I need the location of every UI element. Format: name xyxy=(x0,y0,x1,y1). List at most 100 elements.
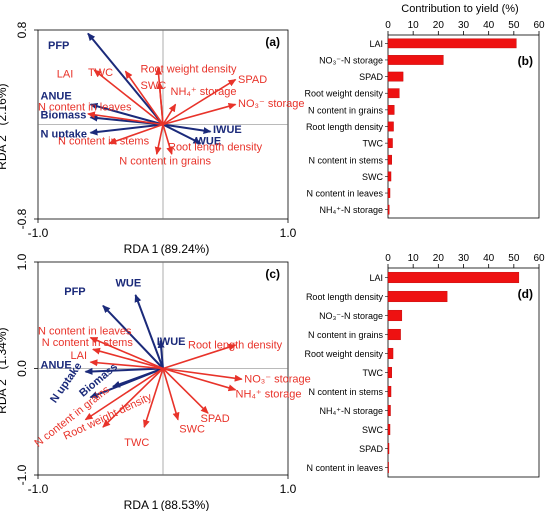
vector-label: N content in stems xyxy=(58,136,150,148)
x-axis-label: RDA 1 xyxy=(124,242,159,256)
vector-arrow xyxy=(162,123,202,145)
category-label: TWC xyxy=(363,139,384,149)
bar-root-weight-density xyxy=(387,347,394,360)
vector-label: PFP xyxy=(64,286,85,298)
y-axis-percent: (1.34%) xyxy=(0,327,9,369)
vector-arrow xyxy=(92,347,164,370)
x-tick-label: 50 xyxy=(508,253,520,264)
y-tick-label: 0.8 xyxy=(15,21,29,38)
vector-arrow xyxy=(143,368,164,429)
category-label: Root weight density xyxy=(304,89,383,99)
x-tick-label: 60 xyxy=(533,20,545,31)
contribution-bar-chart-d: 0 10 20 30 40 50 60 (d) LAI Root length density NO… xyxy=(304,253,545,478)
vector-arrow xyxy=(162,367,237,392)
vector-arrow xyxy=(93,69,164,126)
bar-root-length-density xyxy=(387,290,448,303)
vector-label: TWC xyxy=(88,67,113,79)
vector-label: NH₄⁺ storage xyxy=(236,388,302,400)
category-label: TWC xyxy=(363,368,384,378)
bar-n-content-in-leaves xyxy=(387,461,389,474)
vector-arrow xyxy=(157,339,165,369)
category-label: LAI xyxy=(369,39,383,49)
category-label: NH₄⁺-N storage xyxy=(320,205,383,215)
category-label: SPAD xyxy=(359,72,383,82)
y-axis-label: RDA 2 xyxy=(0,135,9,170)
vector-label: Root weight density xyxy=(141,64,237,76)
bar-n-content-in-stems xyxy=(387,154,392,165)
x-tick-label: 50 xyxy=(508,20,520,31)
y-axis-label: RDA 2 xyxy=(0,379,9,414)
category-label: N content in grains xyxy=(308,105,384,115)
category-label: SWC xyxy=(362,172,383,182)
bar-spad xyxy=(387,71,404,82)
vector-label: SPAD xyxy=(238,74,267,86)
bar-lai xyxy=(387,38,517,49)
rda-biplot-c: -1.0 1.0 1.0 0.0 -1.0 RDA 1(88.53%) RDA 2 (1.34… xyxy=(0,253,311,511)
vector-label: N content in leaves xyxy=(38,325,132,337)
vector-label: IWUE xyxy=(213,124,242,136)
bar-n-content-in-stems xyxy=(387,385,392,398)
bar-no-n-storage xyxy=(387,55,444,65)
vector-arrow xyxy=(89,102,164,126)
x-tick-label: 40 xyxy=(483,253,495,264)
vector-label: SPAD xyxy=(201,413,230,425)
category-label: SWC xyxy=(362,425,383,435)
category-label: Root length density xyxy=(306,122,384,132)
x-tick-label: 40 xyxy=(483,20,495,31)
bar-n-content-in-leaves xyxy=(387,188,391,198)
bar-n-content-in-grains xyxy=(387,105,395,115)
y-tick-label: -1.0 xyxy=(15,464,29,485)
vector-arrow xyxy=(84,367,164,375)
category-label: SPAD xyxy=(359,444,383,454)
bar-root-weight-density xyxy=(387,88,400,99)
vector-arrow xyxy=(102,367,164,428)
rda-biplot-a: -1.0 1.0 0.8 -0.8 RDA 1(89.24%) RDA 2 (2.16%) (… xyxy=(0,21,305,256)
vector-label: LAI xyxy=(57,68,74,80)
category-label: N content in stems xyxy=(308,387,383,397)
x-tick-label: 30 xyxy=(458,20,470,31)
bar-root-length-density xyxy=(387,121,394,132)
vector-arrow xyxy=(124,70,164,125)
vector-arrow xyxy=(162,124,174,155)
vector-arrow xyxy=(162,102,237,126)
vector-label: NO₃⁻ storage xyxy=(244,373,311,385)
vector-arrow xyxy=(162,367,209,414)
category-label: N content in leaves xyxy=(306,463,383,473)
panel-label: (d) xyxy=(518,287,533,301)
x-tick-label: 1.0 xyxy=(280,482,297,496)
category-label: N content in leaves xyxy=(306,189,383,199)
vector-label: ANUE xyxy=(41,91,72,103)
vector-arrow xyxy=(87,111,164,126)
vector-arrow xyxy=(162,343,237,370)
vector-label: LAI xyxy=(71,350,88,362)
vector-arrow xyxy=(89,336,164,370)
vector-arrow xyxy=(108,123,164,145)
category-label: Root length density xyxy=(306,292,384,302)
vector-arrow xyxy=(89,123,164,136)
vector-arrow xyxy=(112,367,164,388)
panel-label: (a) xyxy=(265,35,280,49)
vector-label: TWC xyxy=(124,437,149,449)
x-tick-label: -1.0 xyxy=(28,482,49,496)
panel-label: (c) xyxy=(265,267,280,281)
vector-label: Biomass xyxy=(41,110,87,122)
x-tick-label: 60 xyxy=(533,253,545,264)
vector-arrow xyxy=(156,80,164,125)
bar-swc xyxy=(387,423,391,436)
vector-label: NH₄⁺ storage xyxy=(171,86,237,98)
bar-nh-n-storage xyxy=(387,204,390,215)
y-tick-label: -0.8 xyxy=(15,208,29,229)
vector-label: N content in leaves xyxy=(38,101,132,113)
x-axis-percent: (88.53%) xyxy=(161,498,210,511)
vector-label: N uptake xyxy=(41,128,87,140)
bar-twc xyxy=(387,138,393,148)
vector-label: SWC xyxy=(141,80,167,92)
panel-label: (b) xyxy=(518,54,533,68)
x-tick-label: 0 xyxy=(385,20,391,31)
bar-nh-n-storage xyxy=(387,404,391,417)
category-label: NO₃⁻-N storage xyxy=(319,55,383,65)
y-axis-percent: (2.16%) xyxy=(0,83,9,125)
vector-label: N content in grains xyxy=(119,156,211,168)
x-tick-label: -1.0 xyxy=(28,226,49,240)
